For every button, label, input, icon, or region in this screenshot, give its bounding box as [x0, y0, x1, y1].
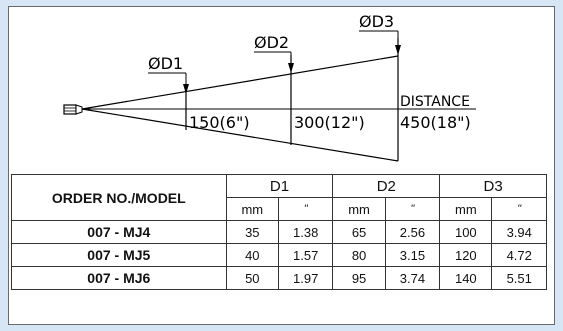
distance-450-label: 450(18") — [400, 113, 471, 132]
d3-mm-cell: 100 — [440, 221, 492, 244]
d2-column-header: D2 — [333, 175, 440, 198]
d3-label: ØD3 — [359, 12, 394, 31]
d1-inch-cell: 1.38 — [278, 221, 332, 244]
spot-size-table: ORDER NO./MODEL D1 D2 D3 mm " mm " mm " … — [11, 174, 547, 290]
d1-mm-cell: 50 — [226, 267, 278, 290]
d3-marker — [359, 31, 401, 161]
table-row: 007 - MJ5 40 1.57 80 3.15 120 4.72 — [12, 244, 547, 267]
d3-inch-cell: 4.72 — [492, 244, 547, 267]
d3-inch-header: " — [492, 198, 547, 221]
table-header-row: ORDER NO./MODEL D1 D2 D3 — [12, 175, 547, 198]
d2-inch-cell: 3.15 — [385, 244, 439, 267]
d1-inch-cell: 1.97 — [278, 267, 332, 290]
d3-column-header: D3 — [440, 175, 547, 198]
d2-mm-cell: 80 — [333, 244, 385, 267]
d1-inch-cell: 1.57 — [278, 244, 332, 267]
d3-inch-cell: 3.94 — [492, 221, 547, 244]
model-cell: 007 - MJ6 — [12, 267, 227, 290]
d3-mm-header: mm — [440, 198, 492, 221]
distance-label: DISTANCE — [400, 94, 470, 110]
d2-mm-cell: 95 — [333, 267, 385, 290]
d1-mm-cell: 35 — [226, 221, 278, 244]
table-row: 007 - MJ4 35 1.38 65 2.56 100 3.94 — [12, 221, 547, 244]
d2-marker — [254, 52, 294, 145]
distance-150-label: 150(6") — [189, 113, 250, 132]
d1-mm-header: mm — [226, 198, 278, 221]
model-cell: 007 - MJ4 — [12, 221, 227, 244]
distance-300-label: 300(12") — [294, 113, 365, 132]
d3-inch-cell: 5.51 — [492, 267, 547, 290]
d2-mm-header: mm — [333, 198, 385, 221]
d1-mm-cell: 40 — [226, 244, 278, 267]
sensor-icon — [64, 105, 82, 114]
d3-mm-cell: 140 — [440, 267, 492, 290]
model-cell: 007 - MJ5 — [12, 244, 227, 267]
d2-label: ØD2 — [254, 33, 289, 52]
table-row: 007 - MJ6 50 1.97 95 3.74 140 5.51 — [12, 267, 547, 290]
d2-inch-cell: 2.56 — [385, 221, 439, 244]
d1-column-header: D1 — [226, 175, 333, 198]
d3-mm-cell: 120 — [440, 244, 492, 267]
d1-inch-header: " — [278, 198, 332, 221]
d2-inch-header: " — [385, 198, 439, 221]
d1-label: ØD1 — [148, 54, 183, 73]
d2-mm-cell: 65 — [333, 221, 385, 244]
model-column-header: ORDER NO./MODEL — [12, 175, 227, 221]
d2-inch-cell: 3.74 — [385, 267, 439, 290]
